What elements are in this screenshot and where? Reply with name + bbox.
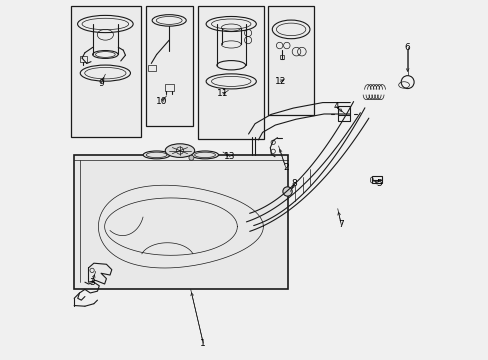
Text: 9: 9 (98, 79, 104, 88)
Text: 5: 5 (375, 179, 381, 188)
Bar (267, 6, 314, 116)
Text: 13: 13 (224, 152, 235, 161)
Circle shape (188, 155, 194, 160)
Text: 2: 2 (283, 163, 288, 172)
Text: 8: 8 (291, 179, 297, 188)
Circle shape (282, 187, 292, 196)
Polygon shape (74, 155, 287, 289)
Bar (198, 6, 264, 139)
Ellipse shape (143, 151, 170, 159)
Bar (70, 6, 140, 137)
Bar (80, 56, 87, 62)
Ellipse shape (165, 144, 194, 157)
Bar (164, 84, 174, 91)
Bar (145, 6, 192, 126)
Text: 11: 11 (217, 89, 228, 98)
Text: 6: 6 (404, 43, 410, 52)
Text: 3: 3 (89, 278, 95, 287)
Text: 1: 1 (200, 339, 206, 348)
Ellipse shape (191, 151, 218, 159)
Bar (280, 55, 284, 59)
Bar (337, 107, 349, 121)
Bar (371, 176, 381, 183)
Text: 4: 4 (332, 102, 338, 111)
Bar (147, 65, 155, 71)
Text: 12: 12 (274, 77, 285, 86)
Text: 10: 10 (156, 96, 167, 105)
Text: 7: 7 (338, 220, 344, 229)
